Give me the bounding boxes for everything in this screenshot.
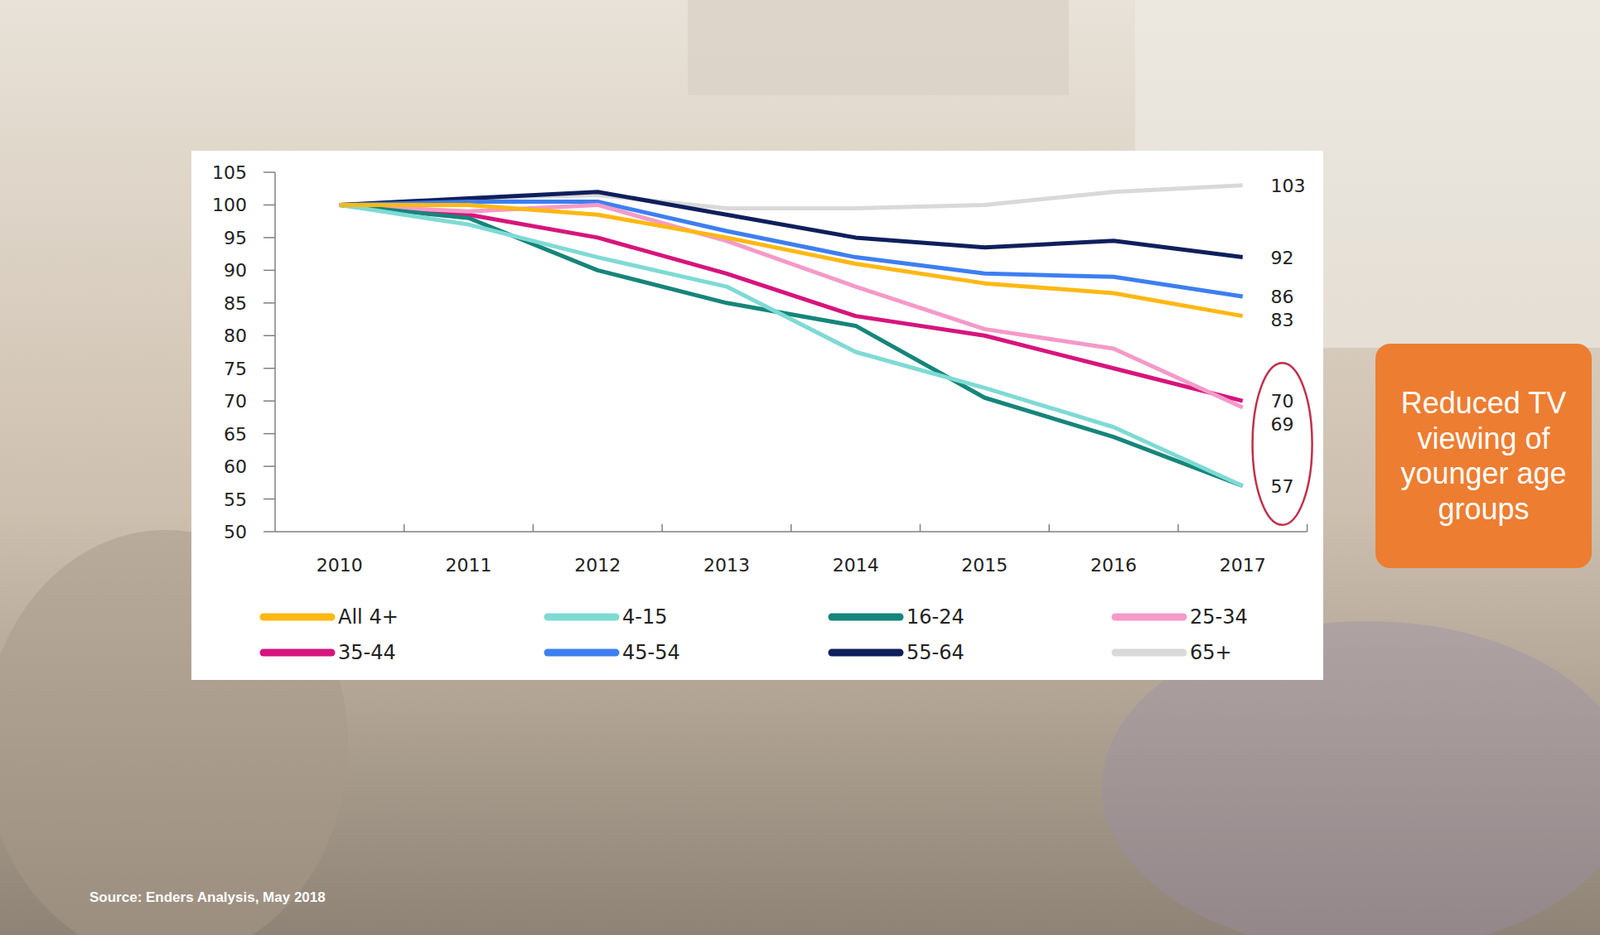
legend-swatch [263,649,332,658]
chart-panel [191,150,1324,681]
x-tick-label: 2017 [1219,555,1267,576]
legend-label: 35-44 [338,641,397,665]
page: 50 55 60 65 70 75 80 85 90 95 100 105 2010 2011 2012 20… [0,0,1600,935]
y-tick [263,335,276,338]
legend-label: 65+ [1189,641,1233,665]
decor [687,0,1069,96]
legend-swatch [547,613,616,622]
y-tick-label: 85 [223,293,247,315]
y-tick [263,498,276,501]
y-tick [263,531,276,533]
x-tick-label: 2013 [703,555,750,576]
legend-label: 25-34 [1189,605,1248,629]
y-tick [263,236,276,239]
lines [339,185,1243,487]
y-tick-label: 105 [212,162,247,184]
series-line [339,204,1243,408]
series-line [339,204,1243,486]
legend-swatch [831,649,900,658]
series-line [339,204,1243,486]
y-tick-label: 75 [223,358,247,380]
annotation-line: viewing of [1416,421,1551,456]
source: Source: Enders Analysis, May 2018 [89,889,326,906]
legend-label: 55-64 [906,641,965,665]
x-tick-label: 2010 [316,555,363,576]
y-tick [263,171,276,174]
x-tick-label: 2014 [832,555,880,576]
legend-label: 16-24 [906,605,965,629]
legend-swatch [263,613,332,622]
end-label: 69 [1271,414,1295,436]
y-tick [263,433,276,436]
annotation: Reduced TVviewing ofyounger agegroups [1400,386,1567,526]
x-band-tick [919,524,922,532]
y-tick-label: 60 [223,456,247,478]
x-band-tick [790,524,793,532]
series-line [339,204,1243,402]
legend-label: All 4+ [338,605,399,629]
end-label: 57 [1271,476,1295,498]
legend-label: 45-54 [622,641,681,665]
annotation-line: groups [1437,492,1529,527]
x-tick-label: 2012 [574,555,621,576]
y-tick-label: 80 [223,325,247,347]
legend-swatch [1115,649,1184,658]
legend-swatch [1115,613,1184,622]
highlight-ellipse [1252,362,1313,526]
y-tick-label: 90 [223,260,247,281]
x-band-tick [403,524,406,532]
legend-swatch [547,649,616,658]
y-tick-label: 55 [223,489,247,511]
y-tick [263,465,276,468]
legend-label: 4-15 [622,605,668,629]
y-tick [263,204,276,207]
y-tick-label: 65 [223,424,247,445]
y-axis [274,172,276,532]
x-tick-label: 2011 [445,555,493,576]
annotation-box [1375,343,1592,569]
y-tick-label: 50 [223,522,247,543]
x-band-tick [1177,524,1180,532]
y-tick [263,302,276,305]
x-tick-label: 2015 [961,555,1008,576]
annotation-line: younger age [1400,456,1567,491]
end-label: 83 [1271,309,1295,331]
x-tick-label: 2016 [1090,555,1137,576]
series-line [339,204,1243,316]
y-tick [263,367,276,370]
y-tick-label: 95 [223,227,247,249]
legend-swatch [831,613,900,622]
end-label: 86 [1271,286,1295,308]
y-tick [263,270,276,272]
end-label: 70 [1271,391,1295,412]
x-band-tick [532,524,535,532]
x-band-tick [1306,524,1309,532]
y-tick-label: 100 [212,194,247,216]
x-band-tick [661,524,663,532]
annotation-line: Reduced TV [1401,386,1567,421]
y-tick-label: 70 [223,391,247,412]
end-label: 103 [1271,175,1306,197]
y-tick [263,400,276,402]
x-band-tick [1048,524,1050,532]
end-label: 92 [1271,247,1295,269]
